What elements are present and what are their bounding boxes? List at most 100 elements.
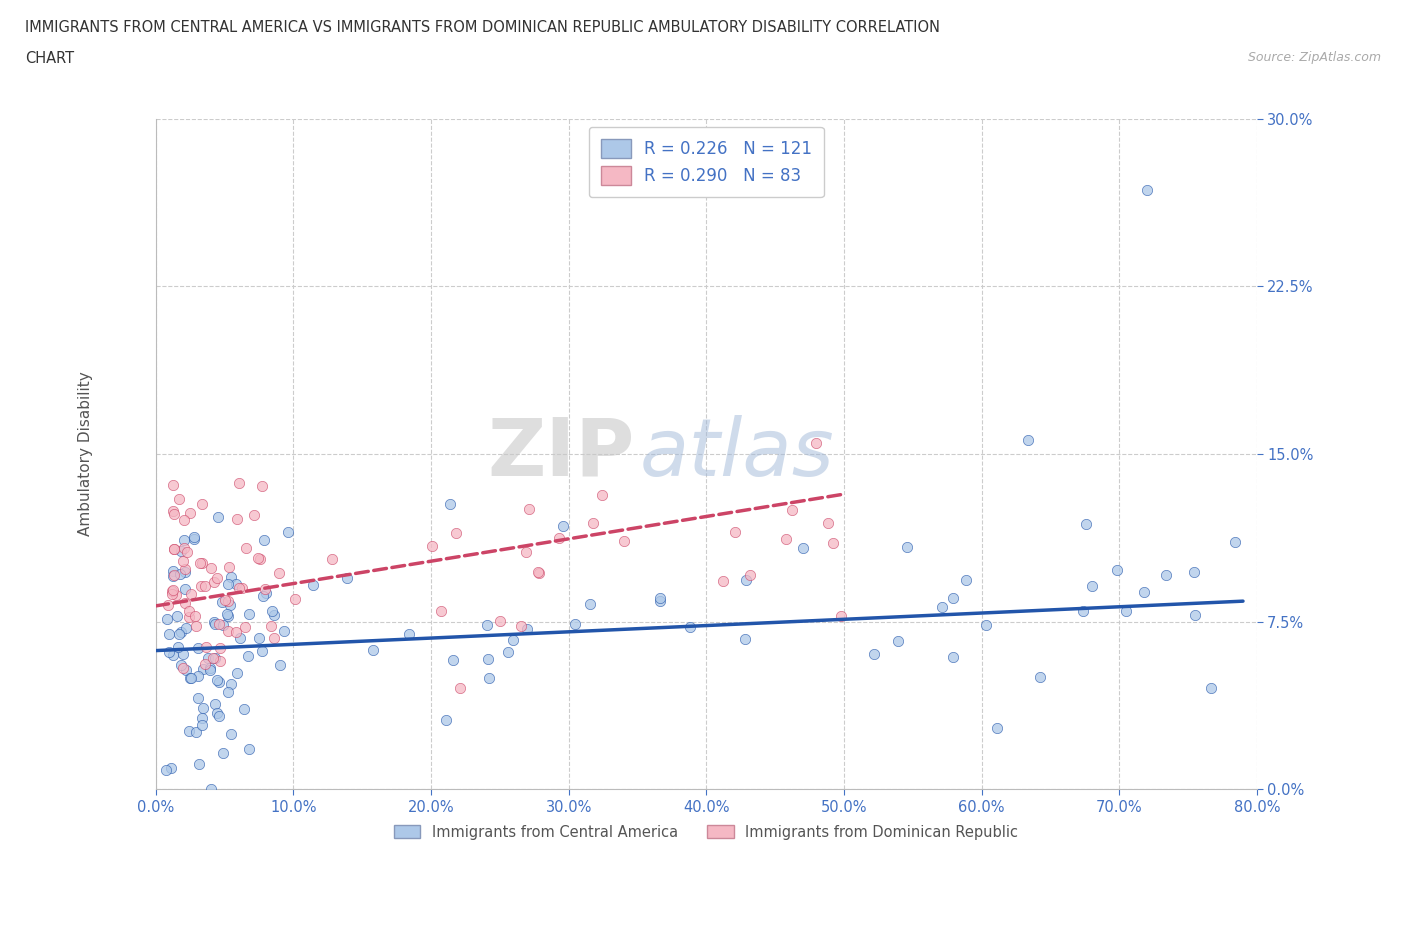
Point bbox=[204, 651, 226, 666]
Text: CHART: CHART bbox=[25, 51, 75, 66]
Point bbox=[277, 525, 299, 539]
Point bbox=[212, 746, 235, 761]
Point bbox=[187, 756, 209, 771]
Point bbox=[187, 691, 209, 706]
Point bbox=[170, 544, 193, 559]
Point bbox=[648, 593, 671, 608]
Point bbox=[228, 580, 250, 595]
Point bbox=[218, 577, 240, 591]
Point bbox=[1029, 670, 1052, 684]
Point bbox=[441, 653, 464, 668]
Point bbox=[446, 525, 468, 540]
Point bbox=[191, 700, 214, 715]
Point bbox=[173, 582, 195, 597]
Point bbox=[724, 525, 747, 539]
Point bbox=[806, 435, 828, 450]
Legend: Immigrants from Central America, Immigrants from Dominican Republic: Immigrants from Central America, Immigra… bbox=[388, 819, 1024, 845]
Point bbox=[190, 711, 212, 725]
Point bbox=[233, 701, 256, 716]
Point bbox=[217, 684, 239, 699]
Point bbox=[775, 532, 797, 547]
Point bbox=[205, 571, 228, 586]
Point bbox=[529, 566, 551, 581]
Point bbox=[1081, 579, 1104, 594]
Point bbox=[252, 644, 274, 658]
Point bbox=[217, 606, 239, 621]
Point bbox=[190, 555, 212, 570]
Point bbox=[160, 761, 183, 776]
Point bbox=[817, 515, 839, 530]
Point bbox=[191, 661, 214, 676]
Point bbox=[238, 742, 260, 757]
Point bbox=[527, 565, 550, 579]
Point bbox=[1225, 535, 1247, 550]
Point bbox=[183, 531, 205, 546]
Point bbox=[942, 591, 965, 605]
Point bbox=[547, 530, 569, 545]
Point bbox=[208, 674, 231, 689]
Point bbox=[887, 634, 910, 649]
Point bbox=[212, 618, 235, 632]
Point bbox=[217, 609, 239, 624]
Point bbox=[190, 579, 212, 594]
Point bbox=[176, 544, 198, 559]
Point bbox=[208, 617, 231, 631]
Point bbox=[823, 536, 845, 551]
Point bbox=[254, 586, 277, 601]
Point bbox=[477, 652, 499, 667]
Point bbox=[478, 671, 501, 685]
Point bbox=[231, 580, 253, 595]
Point bbox=[734, 632, 756, 647]
Point bbox=[243, 508, 266, 523]
Point bbox=[238, 606, 260, 621]
Point bbox=[273, 623, 295, 638]
Point bbox=[162, 564, 184, 578]
Point bbox=[219, 726, 242, 741]
Point bbox=[792, 540, 814, 555]
Point bbox=[269, 658, 291, 672]
Point bbox=[1184, 607, 1206, 622]
Point bbox=[253, 581, 276, 596]
Point bbox=[174, 562, 197, 577]
Point bbox=[942, 650, 965, 665]
Point bbox=[246, 551, 269, 565]
Point bbox=[1115, 604, 1137, 618]
Point bbox=[194, 579, 217, 594]
Point bbox=[579, 596, 602, 611]
Point bbox=[250, 478, 273, 493]
Point bbox=[197, 651, 219, 666]
Point bbox=[284, 591, 307, 606]
Point bbox=[200, 782, 222, 797]
Point bbox=[205, 672, 228, 687]
Point bbox=[207, 709, 229, 724]
Text: atlas: atlas bbox=[640, 415, 835, 493]
Point bbox=[163, 541, 186, 556]
Point bbox=[176, 662, 198, 677]
Point bbox=[157, 644, 180, 659]
Point bbox=[974, 618, 997, 632]
Point bbox=[439, 497, 461, 512]
Point bbox=[194, 657, 217, 671]
Y-axis label: Ambulatory Disability: Ambulatory Disability bbox=[79, 371, 93, 537]
Point bbox=[162, 648, 184, 663]
Point bbox=[173, 512, 195, 527]
Point bbox=[863, 646, 886, 661]
Point bbox=[160, 583, 183, 598]
Point bbox=[187, 668, 209, 683]
Point bbox=[163, 507, 186, 522]
Point bbox=[156, 611, 179, 626]
Point bbox=[738, 567, 761, 582]
Point bbox=[211, 595, 233, 610]
Point bbox=[190, 497, 212, 512]
Point bbox=[986, 720, 1008, 735]
Point bbox=[179, 610, 201, 625]
Point bbox=[218, 597, 240, 612]
Point bbox=[162, 503, 184, 518]
Point bbox=[166, 640, 188, 655]
Point bbox=[169, 625, 191, 640]
Point bbox=[226, 665, 249, 680]
Point bbox=[159, 627, 181, 642]
Point bbox=[187, 641, 209, 656]
Point bbox=[198, 661, 221, 676]
Point bbox=[202, 575, 225, 590]
